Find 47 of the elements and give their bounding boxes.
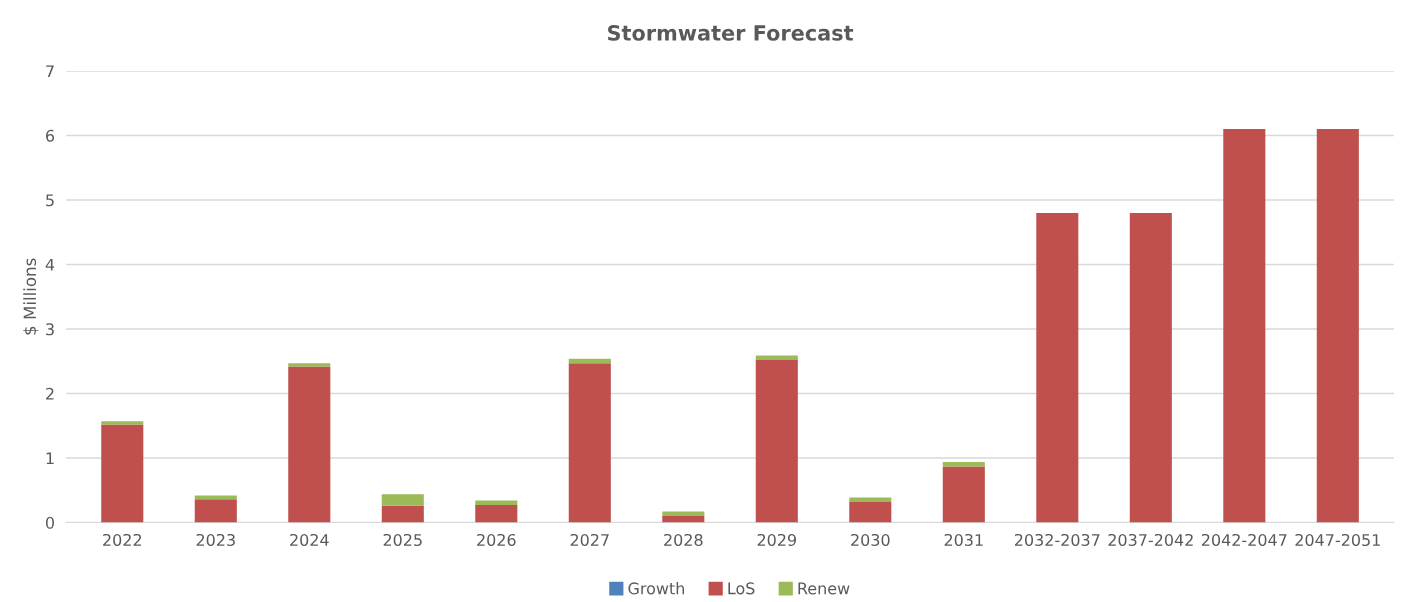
bar: [942, 466, 985, 523]
x-tick-label: 2025: [383, 533, 422, 547]
x-tick-label: 2026: [477, 533, 516, 547]
x-tick-label: 2031: [944, 533, 983, 547]
bar: [1223, 129, 1266, 523]
legend-label: Renew: [798, 582, 850, 595]
x-tick-label: 2023: [196, 533, 235, 547]
bar: [755, 355, 798, 360]
bar: [288, 366, 331, 523]
bar: [662, 516, 705, 523]
y-tick-label: 3: [46, 323, 54, 336]
bar: [194, 499, 237, 523]
bar: [101, 424, 144, 523]
x-tick-label: 2037-2042: [1108, 533, 1193, 547]
x-tick-label: 2032-2037: [1014, 533, 1100, 547]
bar: [1316, 129, 1359, 523]
chart-title: Stormwater Forecast: [608, 25, 854, 41]
bar: [755, 360, 798, 523]
bar: [1129, 212, 1172, 523]
bar: [194, 495, 237, 500]
bar: [849, 497, 892, 502]
bar: [849, 501, 892, 523]
y-tick-label: 0: [45, 516, 54, 529]
legend-label: Growth: [628, 582, 684, 595]
bar: [475, 505, 518, 523]
x-tick-label: 2022: [103, 533, 141, 547]
legend-label: LoS: [728, 582, 755, 595]
x-tick-label: 2029: [757, 533, 796, 547]
y-tick-label: 6: [46, 129, 55, 142]
bar: [381, 505, 424, 523]
x-tick-label: 2047-2051: [1295, 533, 1380, 547]
x-tick-label: 2030: [851, 533, 890, 547]
bar: [381, 494, 424, 506]
x-tick-label: 2027: [570, 533, 609, 547]
x-tick-label: 2042-2047: [1201, 533, 1287, 547]
y-tick-label: 5: [46, 194, 54, 207]
y-axis-title: $ Millions: [23, 258, 39, 335]
x-tick-label: 2024: [290, 533, 329, 547]
bar: [568, 363, 611, 523]
bar: [101, 421, 144, 425]
y-tick-label: 1: [46, 452, 54, 465]
y-tick-label: 4: [45, 258, 55, 271]
y-tick-label: 2: [46, 387, 54, 400]
bar: [288, 363, 331, 367]
x-tick-label: 2028: [664, 533, 703, 547]
bar: [1036, 212, 1079, 523]
y-tick-label: 7: [46, 65, 54, 78]
